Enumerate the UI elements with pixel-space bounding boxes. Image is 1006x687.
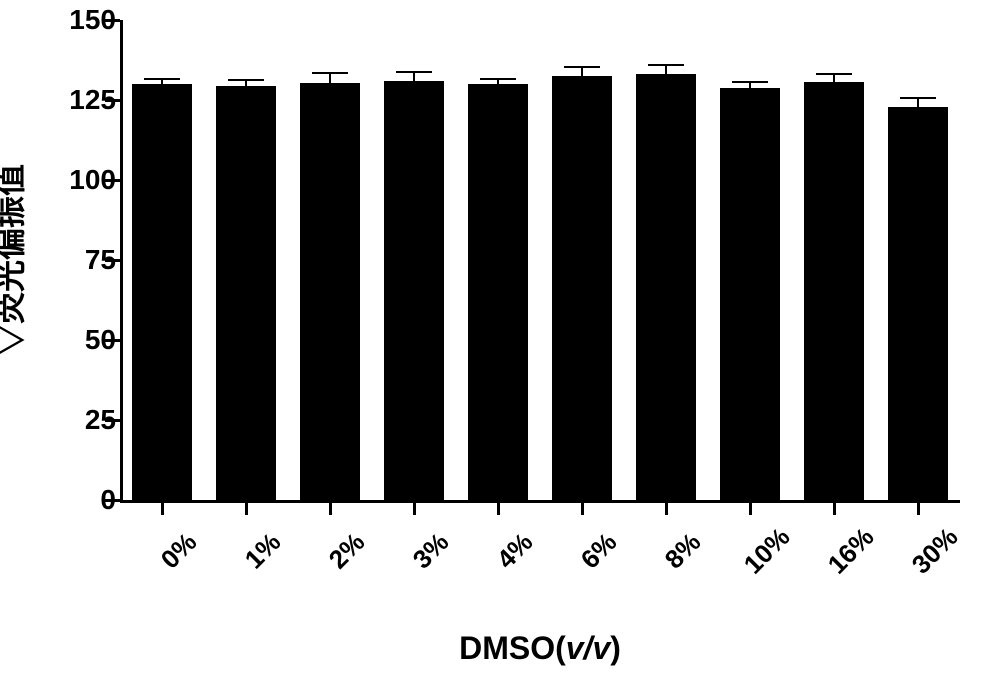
y-tick-label: 75 xyxy=(85,244,116,276)
error-cap xyxy=(312,72,347,74)
x-tick-label: 16% xyxy=(822,522,881,581)
x-title-italic: v/v xyxy=(566,630,610,666)
x-tick xyxy=(497,500,500,515)
error-cap xyxy=(228,79,263,81)
x-tick-label: 3% xyxy=(407,527,455,575)
x-tick xyxy=(245,500,248,515)
x-tick xyxy=(581,500,584,515)
error-cap xyxy=(396,71,431,73)
y-tick-label: 100 xyxy=(69,164,116,196)
x-tick-label: 6% xyxy=(575,527,623,575)
y-tick-label: 125 xyxy=(69,84,116,116)
bar xyxy=(888,107,948,500)
x-tick-label: 10% xyxy=(738,522,797,581)
x-tick xyxy=(161,500,164,515)
error-cap xyxy=(564,66,599,68)
x-title-prefix: DMSO( xyxy=(459,630,566,666)
bar xyxy=(300,83,360,500)
bar xyxy=(216,86,276,500)
bar xyxy=(720,88,780,500)
bar xyxy=(636,74,696,500)
x-tick-label: 1% xyxy=(239,527,287,575)
x-tick-label: 0% xyxy=(155,527,203,575)
x-tick xyxy=(665,500,668,515)
x-tick xyxy=(413,500,416,515)
x-tick xyxy=(917,500,920,515)
y-axis-title: ▽荧光偏振值 xyxy=(0,164,31,356)
x-axis-title: DMSO(v/v) xyxy=(459,630,621,667)
y-tick-label: 0 xyxy=(100,484,116,516)
y-tick-label: 50 xyxy=(85,324,116,356)
x-tick xyxy=(749,500,752,515)
x-tick-label: 2% xyxy=(323,527,371,575)
x-tick-label: 4% xyxy=(491,527,539,575)
error-cap xyxy=(900,97,935,99)
bar xyxy=(132,84,192,500)
x-tick-label: 30% xyxy=(906,522,965,581)
bar xyxy=(804,82,864,500)
error-cap xyxy=(648,64,683,66)
y-tick-label: 150 xyxy=(69,4,116,36)
error-cap xyxy=(144,78,179,80)
bar xyxy=(384,81,444,500)
x-title-suffix: ) xyxy=(610,630,621,666)
error-cap xyxy=(816,73,851,75)
x-tick xyxy=(329,500,332,515)
error-cap xyxy=(480,78,515,80)
x-tick xyxy=(833,500,836,515)
bar xyxy=(468,84,528,500)
bar-chart: 0 25 50 75 100 125 150 0% 1% 2% 3% 4% 6% 8% 10% 16% 30%… xyxy=(0,0,1006,687)
bar xyxy=(552,76,612,500)
y-tick-label: 25 xyxy=(85,404,116,436)
error-cap xyxy=(732,81,767,83)
plot-area xyxy=(120,20,960,500)
x-tick-label: 8% xyxy=(659,527,707,575)
